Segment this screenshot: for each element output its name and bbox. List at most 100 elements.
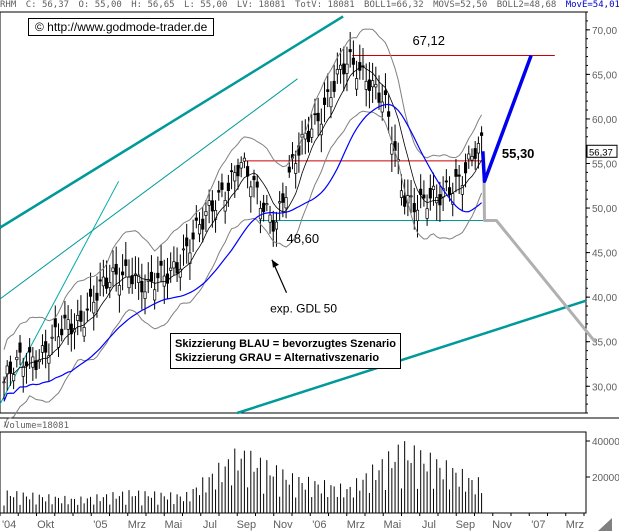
price-bar-body — [24, 361, 28, 367]
price-bar-body — [345, 63, 349, 74]
price-bar-body — [431, 185, 436, 190]
header-move: MovE=54,01 — [565, 0, 619, 10]
price-bar-body — [284, 197, 288, 209]
price-bar-body — [278, 201, 282, 204]
legend-blue-scenario: Skizzierung BLAU = bevorzugtes Szenario — [175, 338, 396, 350]
volume-label: Volume=18081 — [4, 421, 70, 431]
label-gdl50: exp. GDL 50 — [270, 301, 337, 315]
x-axis-tick-label: Nov — [492, 519, 512, 531]
price-bar-body — [351, 57, 355, 65]
gdl-arrow-head — [271, 259, 279, 268]
volume-y-tick-label: 20000 — [592, 473, 619, 484]
price-bar-body — [425, 208, 429, 219]
x-axis-tick-label: Sep — [237, 519, 257, 531]
price-bar-body — [473, 148, 477, 159]
price-y-tick-label: 70,00 — [592, 26, 617, 37]
price-bar-body — [329, 97, 333, 108]
price-bar-body — [40, 345, 45, 353]
price-bar-body — [403, 195, 407, 207]
price-bar-body — [169, 267, 173, 271]
price-bar-body — [28, 347, 32, 353]
price-bar-body — [249, 186, 253, 198]
price-bar-body — [380, 101, 384, 113]
price-bar-body — [457, 174, 461, 177]
price-bar-body — [374, 84, 378, 88]
price-bar-body — [207, 200, 211, 206]
price-bar-body — [422, 194, 426, 199]
price-bar-body — [367, 79, 371, 91]
price-bar-body — [197, 224, 202, 235]
x-axis-tick-label: Mrz — [566, 519, 584, 531]
price-y-tick-label: 40,00 — [592, 293, 617, 304]
lower-trend-line — [0, 181, 120, 405]
price-bar-body — [217, 190, 221, 193]
price-bar-body — [415, 209, 420, 222]
x-axis-tick-label: Nov — [273, 519, 293, 531]
price-bar-body — [383, 90, 387, 96]
source-url-label[interactable]: © http://www.godmode-trader.de — [28, 18, 215, 36]
bollinger-lower-band — [3, 110, 483, 428]
price-bar-body — [21, 365, 25, 377]
moving-average-line — [3, 66, 482, 382]
price-bar-body — [204, 211, 208, 216]
price-bar-body — [108, 282, 112, 288]
scenario-legend: Skizzierung BLAU = bevorzugtes Szenario … — [170, 333, 401, 369]
header-close: C: 56,37 — [25, 0, 70, 10]
x-axis-tick-label: Okt — [37, 519, 54, 531]
price-y-tick-label: 55,00 — [592, 159, 617, 170]
price-bar-body — [127, 276, 131, 289]
price-bar-body — [18, 342, 22, 353]
price-bar-body — [214, 209, 218, 220]
price-bar-body — [130, 275, 134, 285]
price-bar-body — [105, 277, 109, 289]
price-bar-body — [79, 310, 83, 322]
scenario-gray-path — [482, 151, 597, 343]
price-bar-body — [92, 301, 96, 314]
x-axis-tick-label: Jul — [203, 519, 217, 531]
price-bar-body — [88, 288, 93, 297]
mid-trend-line — [0, 78, 298, 300]
label-level-5530: 55,30 — [502, 146, 535, 161]
price-bar-body — [239, 162, 243, 169]
legend-gray-scenario: Skizzierung GRAU = Alternativszenario — [175, 352, 380, 364]
price-bar-body — [412, 203, 416, 213]
last-price-marker — [586, 144, 618, 158]
last-price-label: 56,37 — [589, 147, 613, 158]
price-bar-body — [2, 381, 6, 384]
header-high: H: 56,65 — [131, 0, 175, 10]
price-bar-body — [390, 143, 394, 155]
price-bar-body — [47, 355, 51, 364]
price-y-tick-label: 45,00 — [592, 249, 617, 260]
price-bar-body — [230, 170, 234, 173]
price-bar-body — [50, 336, 54, 339]
price-bar-body — [60, 328, 64, 336]
price-bar-body — [63, 314, 67, 319]
header-open: O: 55,00 — [78, 0, 122, 10]
price-bar-body — [175, 262, 179, 274]
x-axis-tick-label: '05 — [93, 519, 107, 531]
price-bar-body — [342, 63, 346, 75]
label-resistance-6712: 67,12 — [412, 33, 445, 48]
price-bar-body — [371, 80, 375, 88]
price-bar-body — [12, 374, 16, 382]
price-bar-body — [95, 292, 99, 301]
price-bar-body — [210, 200, 214, 212]
price-bar-body — [143, 291, 147, 299]
header-low: L: 55,00 — [184, 0, 228, 10]
price-bar-body — [313, 113, 317, 116]
header-symbol: RHM — [0, 0, 17, 10]
price-bar-body — [101, 276, 105, 287]
bollinger-upper-band — [3, 28, 483, 350]
ema-gdl50-line — [3, 103, 482, 402]
price-bar-body — [194, 217, 198, 221]
x-axis-tick-label: '07 — [531, 519, 545, 531]
price-y-tick-label: 35,00 — [592, 338, 617, 349]
price-bar-body — [124, 259, 128, 266]
price-bar-body — [236, 165, 240, 177]
price-bar-body — [56, 336, 61, 348]
lower-trend-channel — [236, 299, 587, 415]
x-axis-tick-label: Mai — [384, 519, 402, 531]
price-bar-body — [140, 280, 144, 293]
